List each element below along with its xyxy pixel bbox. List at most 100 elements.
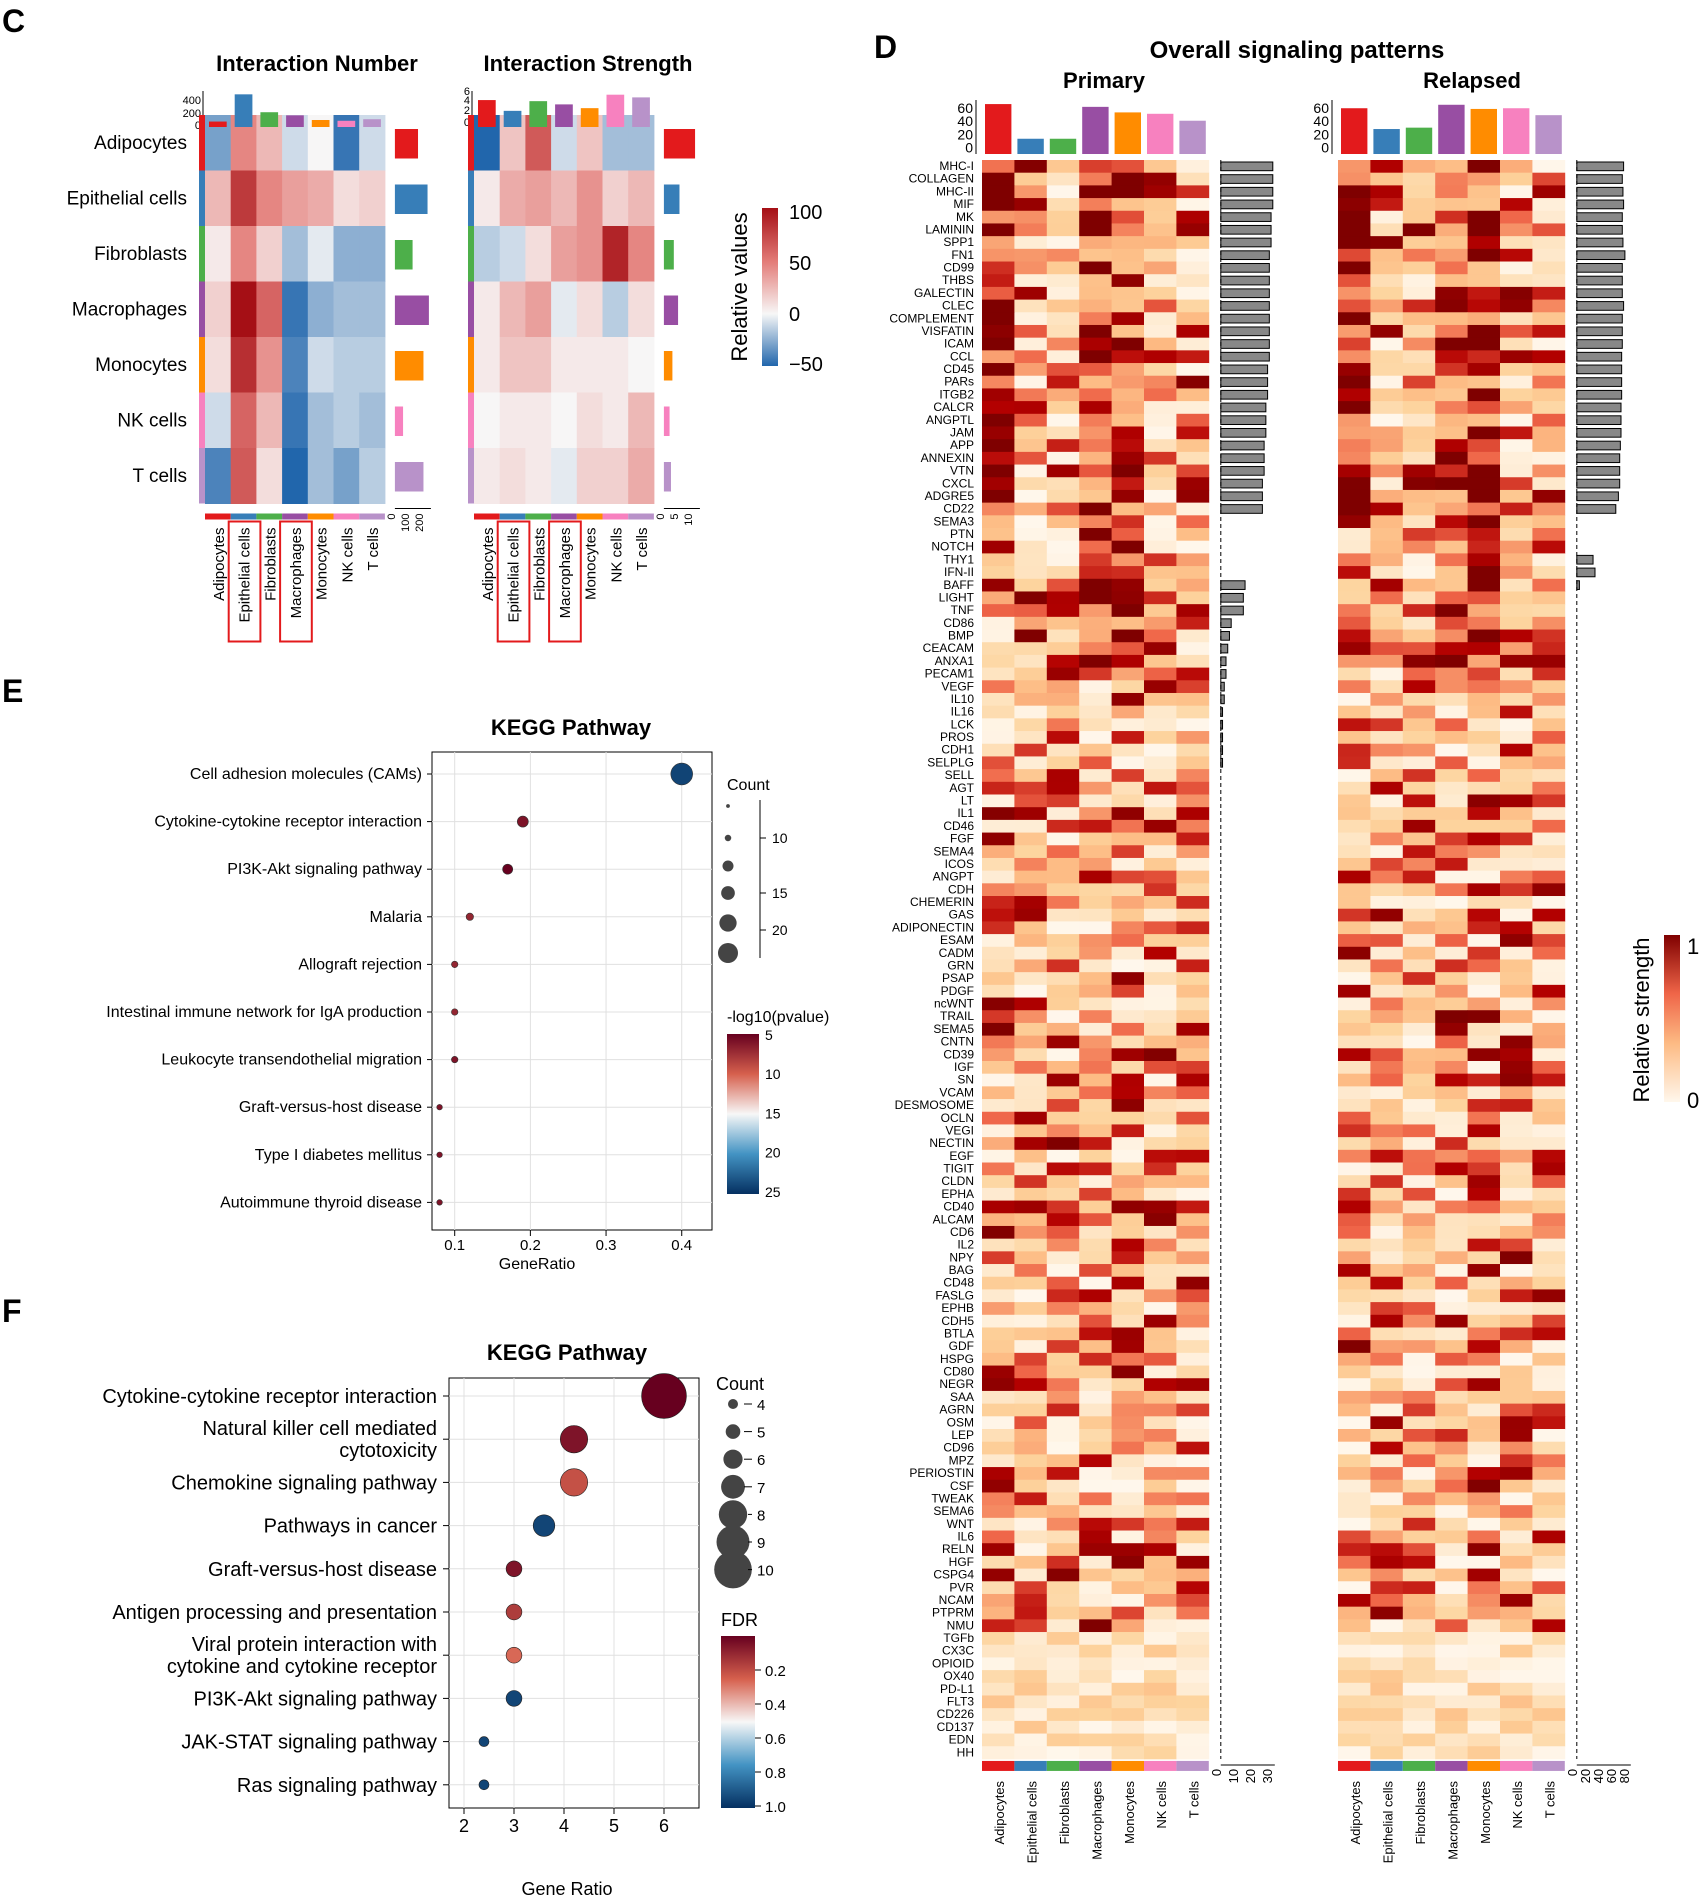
heat-cell [1014, 883, 1048, 897]
col-strip [982, 1760, 1015, 1771]
heat-cell [1435, 299, 1468, 313]
heat-cell [1370, 819, 1404, 833]
heat-cell [1370, 667, 1404, 681]
heat-cell [1532, 781, 1566, 795]
heat-cell [499, 170, 526, 227]
col-strip [1467, 1760, 1500, 1771]
heat-cell [1014, 1340, 1048, 1354]
heat-cell [1370, 654, 1404, 668]
heat-cell [982, 845, 1015, 859]
heat-cell [982, 616, 1015, 630]
heat-cell [1111, 236, 1145, 250]
heat-cell [1046, 921, 1080, 935]
heat-cell [1079, 845, 1112, 859]
right-bar [1576, 174, 1623, 184]
heat-cell [205, 448, 232, 504]
heat-cell [1079, 1517, 1112, 1531]
f-xtick-label: 5 [609, 1816, 619, 1836]
heat-cell [1111, 1060, 1145, 1075]
heat-cell [1402, 413, 1436, 427]
heat-cell [551, 448, 578, 504]
heat-cell [1144, 1099, 1177, 1113]
heat-cell [1338, 654, 1371, 668]
heat-cell [1079, 1086, 1112, 1100]
heat-cell [1111, 363, 1145, 377]
e-title: KEGG Pathway [491, 715, 652, 740]
heat-cell [982, 1581, 1015, 1595]
f-category-label: Antigen processing and presentation [112, 1602, 437, 1624]
heat-cell [1176, 1454, 1210, 1468]
right-bar [1576, 478, 1621, 489]
col-label: Fibroblasts [531, 528, 548, 601]
heat-cell [1467, 1479, 1501, 1493]
heat-cell [1176, 769, 1210, 783]
heat-cell [1144, 413, 1177, 427]
heat-cell [1532, 1416, 1566, 1430]
right-bar-tick: 200 [414, 514, 426, 532]
heat-cell [1435, 401, 1468, 415]
heat-cell [1079, 1124, 1112, 1138]
heat-cell [982, 375, 1015, 389]
heat-cell [982, 1568, 1015, 1582]
heat-cell [1079, 1340, 1112, 1354]
heat-cell [1176, 692, 1210, 707]
heat-cell [1532, 566, 1566, 580]
d-row-label: IL6 [957, 1530, 974, 1544]
heat-cell [1402, 337, 1436, 351]
heat-cell [1144, 1454, 1177, 1468]
top-bar-tick: 20 [1313, 126, 1329, 142]
heat-cell [1435, 1733, 1468, 1747]
heat-cell [1111, 261, 1145, 275]
heat-cell [1467, 1517, 1501, 1531]
heat-cell [256, 448, 283, 504]
heat-cell [1176, 972, 1210, 986]
heat-cell [1500, 274, 1533, 288]
f-category-label: Natural killer cell mediated [202, 1418, 437, 1440]
heat-cell [1338, 819, 1371, 833]
e-color-legend-tick: 25 [765, 1184, 781, 1200]
heat-cell [1176, 1682, 1210, 1696]
heat-cell [628, 337, 655, 393]
e-category-label: Cytokine-cytokine receptor interaction [154, 814, 422, 831]
heat-cell [1079, 959, 1112, 973]
heat-cell [1014, 629, 1048, 643]
heat-cell [1111, 1137, 1145, 1151]
heat-cell [1111, 819, 1145, 833]
heat-cell [1402, 794, 1436, 808]
heat-cell [1435, 337, 1468, 351]
heat-cell [1402, 756, 1436, 770]
d-row-label: THBS [942, 273, 974, 287]
e-category-label: Intestinal immune network for IgA produc… [106, 1004, 422, 1021]
heat-cell [1144, 363, 1177, 377]
heat-cell [1500, 464, 1533, 478]
heat-cell [1402, 210, 1436, 224]
c-row-label: Adipocytes [94, 133, 187, 154]
heat-cell [1111, 401, 1145, 415]
heat-cell [1467, 1238, 1501, 1252]
panel-d: Overall signaling patterns Primary Relap… [889, 37, 1699, 1863]
heat-cell [1046, 1352, 1080, 1366]
heat-cell [1111, 540, 1145, 554]
heat-cell [982, 1593, 1015, 1608]
heat-cell [1500, 857, 1533, 872]
heat-cell [1532, 1670, 1566, 1684]
heat-cell [1402, 312, 1436, 326]
heat-cell [1402, 934, 1436, 948]
heat-cell [474, 392, 501, 449]
right-bar [394, 462, 424, 492]
f-point [505, 1603, 523, 1621]
heat-cell [1500, 845, 1533, 859]
heat-cell [1176, 1200, 1210, 1214]
heat-cell [1532, 1162, 1566, 1176]
heat-cell [1176, 1302, 1210, 1316]
heat-cell [1532, 528, 1566, 542]
heat-cell [1467, 1593, 1501, 1608]
heat-cell [1046, 248, 1080, 262]
heat-cell [1014, 1644, 1048, 1658]
heat-cell [1532, 1352, 1566, 1366]
heat-cell [1435, 1238, 1468, 1252]
heat-cell [1014, 261, 1048, 275]
heat-cell [1338, 1606, 1371, 1620]
heat-cell [1402, 261, 1436, 275]
